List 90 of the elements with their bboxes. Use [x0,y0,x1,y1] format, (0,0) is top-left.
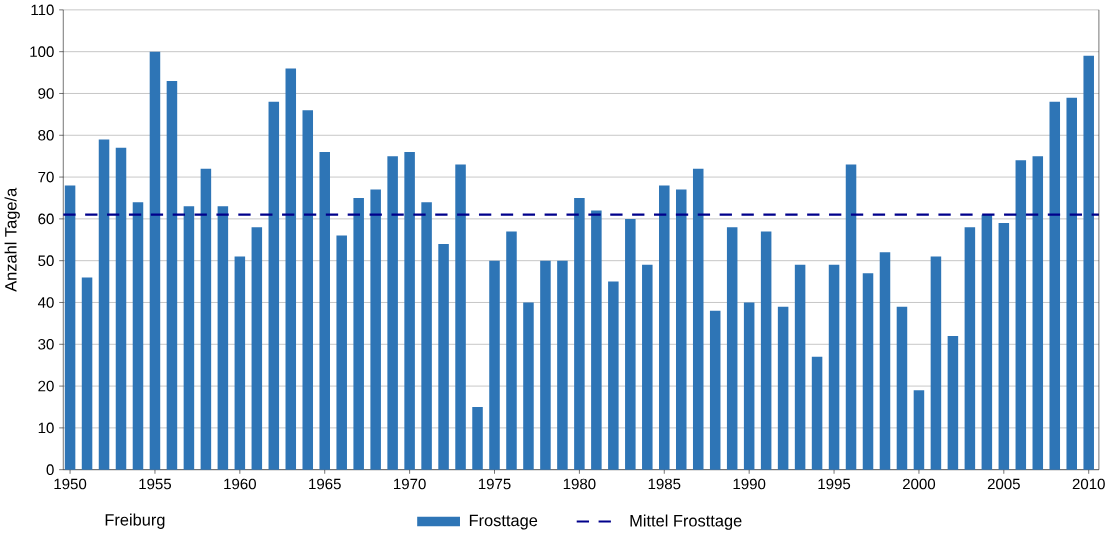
y-axis-title: Anzahl Tage/a [4,187,20,292]
y-tick-label: 0 [46,464,54,476]
bar [1049,101,1061,470]
bar [489,260,500,470]
bar [675,189,687,470]
bar [455,164,466,470]
x-tick-label: 1970 [394,478,426,490]
y-tick-label: 10 [38,422,54,434]
x-tick-label: 1965 [309,478,341,490]
bar [998,223,1010,470]
bar [726,227,738,470]
bar [913,390,925,470]
text: Freiburg [105,513,165,529]
bar [251,227,263,470]
bar [591,210,602,470]
bar [692,168,704,470]
y-tick-label: 60 [38,213,54,225]
bar [404,152,415,470]
bar [472,407,483,470]
legend-label: Frosttage [469,514,538,530]
bar [149,51,161,470]
bar [760,231,772,470]
bar [353,198,364,470]
bar [1066,97,1077,470]
x-tick-label: 1960 [224,478,256,490]
x-tick-label: 1975 [478,478,511,490]
bar [845,164,857,470]
bar [336,235,347,470]
y-tick-label: 50 [38,255,54,267]
y-tick-label: 110 [31,4,54,16]
bar [862,273,874,470]
bar [1015,160,1027,470]
bar [115,147,127,470]
x-tick-label: 2005 [987,478,1020,490]
bar [183,206,195,470]
bar [608,281,619,470]
bar [268,101,280,470]
bar [217,206,229,470]
bar [234,256,246,470]
bar [319,152,330,470]
bar [540,260,551,470]
bar [896,306,908,470]
x-tick-label: 1985 [648,478,681,490]
y-tick-label: 80 [38,130,54,141]
bar [1083,55,1094,470]
bar [642,264,653,470]
bar [438,243,449,470]
bar [625,218,636,470]
bar [166,80,178,470]
y-tick-label: 40 [37,297,54,308]
bar [930,256,942,470]
bar [794,264,806,470]
bar [574,198,585,470]
bar [98,139,110,470]
y-tick-label: 20 [38,380,54,392]
bar [811,356,823,470]
bar [132,202,144,470]
bar [523,302,534,470]
bar [659,185,670,470]
bar [1032,156,1044,470]
bar [709,310,721,470]
x-tick-label: 1955 [139,478,172,490]
y-tick-label: 100 [30,46,54,58]
bar [981,214,993,470]
x-tick-label: 2010 [1072,478,1105,490]
bar [828,264,840,470]
x-tick-label: 1980 [563,478,596,490]
bar [743,302,755,470]
bar [200,168,212,470]
y-tick-label: 30 [38,339,54,350]
bar [964,227,976,470]
x-tick-label: 2000 [902,478,936,490]
bar [777,306,789,470]
bar [285,68,297,470]
bar [879,252,891,470]
bar [302,110,314,470]
y-tick-label: 90 [38,88,54,99]
bar [64,185,76,470]
x-tick-label: 1950 [54,478,87,490]
bar [947,335,959,470]
bar [370,189,381,470]
bar [387,156,398,470]
bar [421,202,432,470]
bar [506,231,517,470]
x-tick-label: 1990 [733,478,766,490]
bar [81,277,93,470]
legend-label: Mittel Frosttage [630,514,742,530]
y-tick-label: 70 [38,171,54,183]
bar [557,260,568,470]
x-tick-label: 1995 [818,478,851,490]
